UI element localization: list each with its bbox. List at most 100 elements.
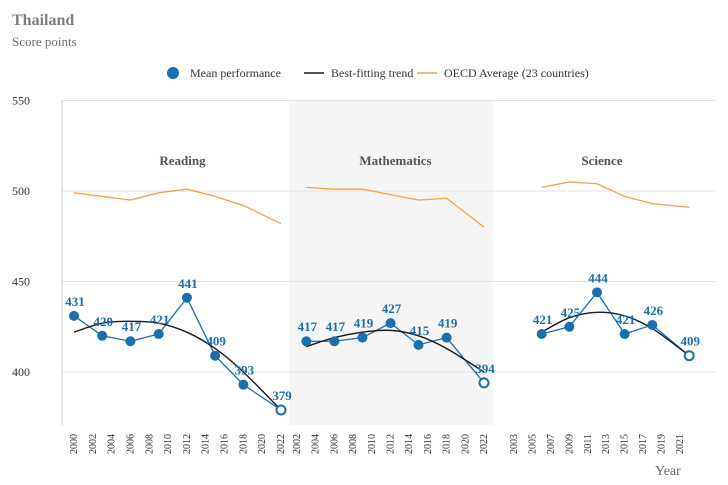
mean-point-mathematics[interactable] — [413, 339, 424, 350]
x-tick-label-mathematics: 2020 — [460, 434, 471, 454]
x-tick-label-reading: 2008 — [144, 434, 155, 454]
mean-point-reading[interactable] — [153, 328, 164, 339]
legend-label-oecd: OECD Average (23 countries) — [444, 65, 589, 80]
mean-point-mathematics[interactable] — [329, 336, 340, 347]
x-tick-label-science: 2021 — [675, 434, 686, 454]
x-tick-label-science: 2017 — [638, 434, 649, 454]
x-tick-label-reading: 2000 — [69, 434, 80, 454]
mean-point-science[interactable] — [647, 319, 658, 330]
x-tick-label-reading: 2020 — [257, 434, 268, 454]
panel-shade-mathematics — [289, 100, 493, 425]
legend-item-trend[interactable]: Best-fitting trend — [303, 64, 413, 82]
data-label-mathematics: 394 — [475, 361, 495, 376]
x-tick-label-mathematics: 2002 — [292, 434, 303, 454]
y-tick-label: 550 — [12, 94, 30, 108]
trend-line-science — [541, 311, 690, 357]
x-tick-label-mathematics: 2018 — [442, 434, 453, 454]
legend-item-mean[interactable]: Mean performance — [162, 64, 281, 82]
data-label-science: 409 — [680, 334, 700, 349]
data-label-reading: 393 — [235, 363, 255, 378]
x-tick-label-science: 2003 — [509, 434, 520, 454]
mean-point-mathematics[interactable] — [385, 318, 396, 329]
data-label-science: 421 — [616, 312, 636, 327]
mean-point-reading[interactable] — [181, 292, 192, 303]
x-tick-label-science: 2011 — [583, 434, 594, 454]
x-axis-title: Year — [655, 464, 681, 479]
x-tick-label-mathematics: 2008 — [348, 434, 359, 454]
x-tick-label-reading: 2002 — [88, 434, 99, 454]
data-label-science: 444 — [588, 270, 608, 285]
x-tick-label-reading: 2016 — [220, 434, 231, 454]
legend: Mean performance Best-fitting trend OECD… — [0, 64, 728, 82]
mean-point-reading[interactable] — [97, 330, 108, 341]
data-label-mathematics: 417 — [326, 319, 346, 334]
mean-point-reading[interactable] — [210, 350, 221, 361]
chart-title: Thailand — [12, 12, 75, 29]
legend-trend-line — [304, 72, 324, 74]
x-tick-label-reading: 2022 — [276, 434, 287, 454]
y-tick-label: 400 — [12, 365, 30, 379]
legend-label-mean: Mean performance — [190, 65, 281, 80]
legend-item-oecd[interactable]: OECD Average (23 countries) — [416, 64, 589, 82]
x-tick-label-science: 2009 — [564, 434, 575, 454]
oecd-line-science — [541, 181, 690, 208]
data-label-mathematics: 427 — [382, 301, 402, 316]
x-tick-label-reading: 2018 — [238, 434, 249, 454]
mean-point-reading[interactable] — [238, 379, 249, 390]
mean-point-mathematics[interactable] — [357, 332, 368, 343]
data-label-mathematics: 415 — [410, 323, 430, 338]
oecd-line-mathematics — [306, 186, 485, 228]
data-label-reading: 379 — [272, 388, 292, 403]
mean-point-science[interactable] — [619, 328, 630, 339]
oecd-line-reading — [73, 188, 282, 225]
data-label-reading: 420 — [93, 314, 113, 329]
data-label-reading: 431 — [65, 294, 85, 309]
data-label-reading: 417 — [122, 319, 142, 334]
legend-label-trend: Best-fitting trend — [331, 65, 414, 80]
legend-oecd-line — [417, 72, 437, 74]
data-label-science: 425 — [561, 305, 581, 320]
x-tick-label-reading: 2010 — [163, 434, 174, 454]
x-tick-label-science: 2015 — [620, 434, 631, 454]
data-label-reading: 409 — [206, 334, 226, 349]
x-tick-label-reading: 2014 — [201, 434, 212, 454]
x-tick-label-science: 2019 — [657, 434, 668, 454]
panel-title-mathematics: Mathematics — [359, 153, 431, 168]
x-tick-label-mathematics: 2006 — [329, 434, 340, 454]
legend-mean-marker — [167, 67, 179, 79]
mean-point-reading[interactable] — [275, 404, 287, 416]
data-label-science: 426 — [644, 303, 664, 318]
mean-point-science[interactable] — [683, 350, 695, 362]
x-tick-label-reading: 2004 — [107, 434, 118, 454]
y-tick-label: 450 — [12, 275, 30, 289]
x-tick-label-mathematics: 2014 — [404, 434, 415, 454]
x-tick-label-reading: 2006 — [125, 434, 136, 454]
x-tick-label-mathematics: 2022 — [479, 434, 490, 454]
mean-point-science[interactable] — [564, 321, 575, 332]
x-tick-label-science: 2007 — [546, 434, 557, 454]
chart-subtitle: Score points — [12, 34, 77, 49]
mean-point-reading[interactable] — [125, 336, 136, 347]
y-tick-label: 500 — [12, 184, 30, 198]
data-label-reading: 441 — [178, 276, 198, 291]
x-tick-label-science: 2005 — [527, 434, 538, 454]
data-label-mathematics: 417 — [298, 319, 318, 334]
mean-point-science[interactable] — [536, 328, 547, 339]
x-tick-label-science: 2013 — [601, 434, 612, 454]
data-label-reading: 421 — [150, 312, 170, 327]
panel-title-reading: Reading — [159, 153, 206, 168]
mean-point-mathematics[interactable] — [441, 332, 452, 343]
x-tick-label-reading: 2012 — [182, 434, 193, 454]
mean-point-mathematics[interactable] — [301, 336, 312, 347]
x-tick-label-mathematics: 2010 — [367, 434, 378, 454]
mean-point-science[interactable] — [592, 287, 602, 298]
mean-point-reading[interactable] — [69, 310, 79, 321]
x-tick-label-mathematics: 2012 — [386, 434, 397, 454]
x-tick-label-mathematics: 2004 — [311, 434, 322, 454]
data-label-science: 421 — [533, 312, 553, 327]
x-tick-label-mathematics: 2016 — [423, 434, 434, 454]
trend-line-reading — [73, 320, 282, 411]
data-label-mathematics: 419 — [354, 316, 374, 331]
mean-point-mathematics[interactable] — [478, 377, 490, 389]
